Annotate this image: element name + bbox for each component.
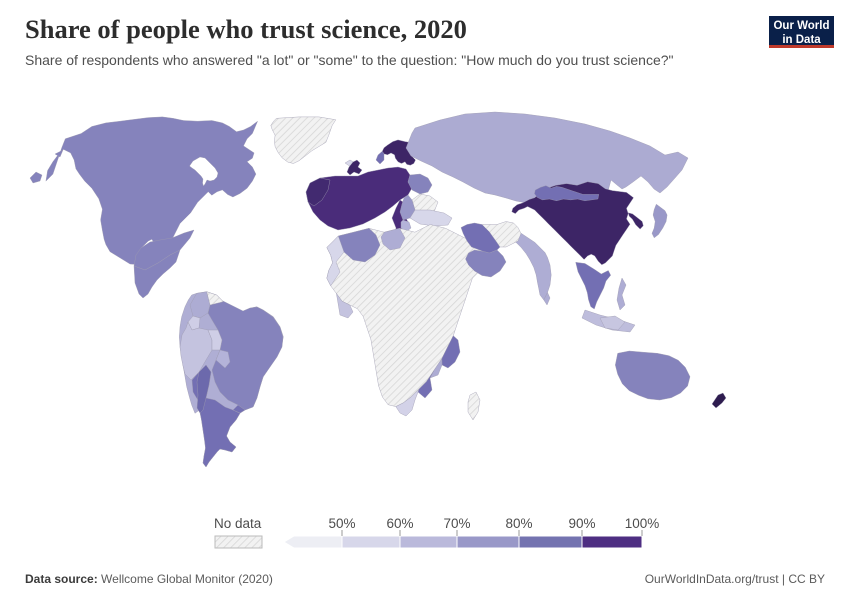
svg-text:60%: 60% [386, 516, 413, 531]
svg-text:No data: No data [214, 516, 262, 531]
svg-text:90%: 90% [568, 516, 595, 531]
svg-text:50%: 50% [328, 516, 355, 531]
svg-text:100%: 100% [625, 516, 660, 531]
svg-text:70%: 70% [443, 516, 470, 531]
svg-text:80%: 80% [505, 516, 532, 531]
